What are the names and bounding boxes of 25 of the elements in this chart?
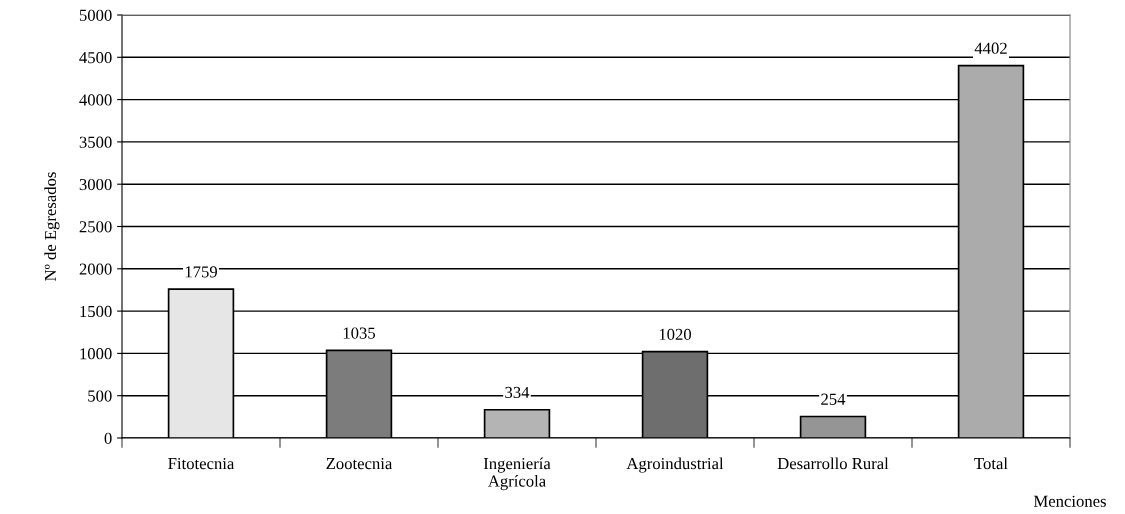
y-tick-label: 3000 [79,178,112,191]
x-tick-label: Ingeniería Agrícola [483,457,551,491]
y-tick-label: 1500 [80,305,112,318]
data-label: 254 [821,393,846,405]
y-tick-label: 4000 [79,94,112,106]
y-tick-label: 5000 [79,9,112,21]
x-axis-title: Menciones [1033,495,1106,507]
data-label: 4402 [974,42,1007,54]
data-label: 334 [505,386,530,399]
data-label: 1020 [659,328,692,340]
x-tick-label: Agroindustrial [626,457,724,473]
y-tick-label: 500 [88,390,112,402]
x-tick-label: Zootecnia [326,457,393,470]
data-label: 1759 [185,266,217,278]
y-tick-label: 2500 [79,221,112,233]
y-tick-label: 1000 [80,348,112,360]
y-tick-label: 0 [104,432,112,444]
y-tick-label: 2000 [79,263,112,275]
x-tick-label: Total [974,457,1008,470]
data-label: 1035 [343,327,376,339]
x-tick-label: Fitotecnia [168,457,235,470]
x-tick-label: Desarrollo Rural [777,457,889,470]
y-tick-label: 3500 [79,136,112,148]
y-tick-label: 4500 [79,52,112,64]
y-axis-title: Nº de Egresados [44,172,60,281]
